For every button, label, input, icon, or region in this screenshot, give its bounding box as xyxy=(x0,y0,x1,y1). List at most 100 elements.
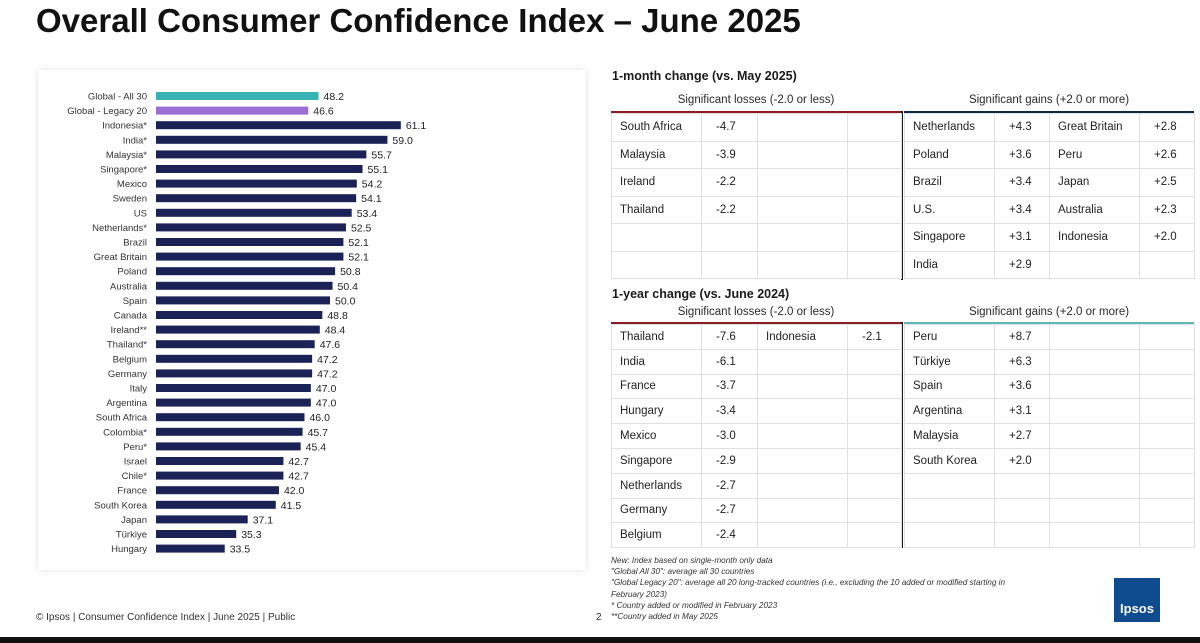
country-cell: Singapore xyxy=(904,223,995,252)
change-cell: +2.3 xyxy=(1139,195,1195,224)
change-cell: +3.1 xyxy=(994,398,1050,425)
country-cell xyxy=(1049,497,1140,524)
country-cell: Indonesia xyxy=(757,324,848,350)
month-gains-title: Significant gains (+2.0 or more) xyxy=(968,94,1130,106)
change-cell xyxy=(701,223,758,252)
country-cell xyxy=(757,398,848,425)
table-row: Thailand -7.6 Indonesia -2.1 xyxy=(611,324,902,350)
value-label: 47.0 xyxy=(316,383,337,395)
country-cell: Australia xyxy=(1049,195,1140,224)
bar xyxy=(156,340,315,349)
country-cell xyxy=(757,373,848,400)
category-label: Canada xyxy=(114,311,148,322)
table-row: Malaysia -3.9 xyxy=(611,140,902,169)
table-row: Germany -2.7 xyxy=(611,497,902,524)
change-cell xyxy=(847,373,902,400)
category-label: Great Britain xyxy=(94,252,147,263)
month-gains-rule xyxy=(904,111,1194,113)
value-label: 52.1 xyxy=(348,252,369,264)
change-cell xyxy=(847,348,902,375)
country-cell xyxy=(611,250,702,279)
value-label: 45.7 xyxy=(308,427,329,439)
change-cell xyxy=(847,398,902,425)
bar xyxy=(156,194,357,203)
year-losses-table: Thailand -7.6 Indonesia -2.1 India -6.1 France… xyxy=(611,324,902,549)
country-cell: Peru xyxy=(904,324,995,350)
change-cell: +2.6 xyxy=(1139,140,1195,169)
category-label: India* xyxy=(123,135,148,146)
category-label: Mexico xyxy=(117,179,147,190)
note-line: * Country added or modified in February … xyxy=(611,600,778,610)
bar xyxy=(156,544,225,553)
country-cell: France xyxy=(611,373,702,400)
table-row xyxy=(611,223,902,252)
country-cell xyxy=(1049,522,1140,549)
category-label: Argentina xyxy=(106,398,147,409)
table-row xyxy=(611,250,902,279)
change-cell: +3.1 xyxy=(994,223,1050,252)
change-cell: -2.1 xyxy=(847,324,902,350)
country-cell xyxy=(757,522,848,549)
change-cell: -2.2 xyxy=(701,168,758,197)
country-cell: Peru xyxy=(1049,140,1140,169)
country-cell: Spain xyxy=(904,373,995,400)
country-cell: Poland xyxy=(904,140,995,169)
country-cell: South Korea xyxy=(904,447,995,474)
change-cell xyxy=(1139,250,1195,279)
bar xyxy=(156,296,330,305)
change-cell xyxy=(1139,423,1195,449)
country-cell xyxy=(1049,423,1140,449)
country-cell xyxy=(1049,348,1140,375)
value-label: 55.7 xyxy=(371,149,392,161)
bar xyxy=(156,427,303,436)
country-cell: Malaysia xyxy=(611,140,702,169)
bar xyxy=(156,515,248,524)
country-cell: Great Britain xyxy=(1049,113,1140,142)
value-label: 50.0 xyxy=(335,295,356,307)
value-label: 52.5 xyxy=(351,222,372,234)
change-cell xyxy=(701,250,758,279)
change-cell xyxy=(1139,373,1195,400)
category-label: Türkiye xyxy=(116,530,147,541)
bar xyxy=(156,500,276,509)
year-section-title: 1-year change (vs. June 2024) xyxy=(612,287,790,301)
category-label: Spain xyxy=(123,296,147,307)
value-label: 59.0 xyxy=(392,135,413,147)
table-row: South Korea +2.0 xyxy=(904,447,1195,474)
month-losses-table: South Africa -4.7 Malaysia -3.9 Ireland -2.2 T… xyxy=(611,113,902,279)
value-label: 48.8 xyxy=(327,310,348,322)
bar xyxy=(156,413,305,422)
change-cell: -4.7 xyxy=(701,113,758,142)
table-row: Peru +8.7 xyxy=(904,324,1195,350)
value-label: 42.7 xyxy=(288,456,309,468)
country-cell xyxy=(1049,398,1140,425)
country-cell xyxy=(757,140,848,169)
country-cell: Indonesia xyxy=(1049,223,1140,252)
value-label: 47.2 xyxy=(317,368,338,380)
ipsos-logo: Ipsos xyxy=(1114,578,1160,622)
change-cell xyxy=(847,522,902,549)
change-cell: +2.8 xyxy=(1139,113,1195,142)
country-cell: South Africa xyxy=(611,113,702,142)
country-cell: India xyxy=(904,250,995,279)
footer-text: © Ipsos | Consumer Confidence Index | Ju… xyxy=(36,612,296,623)
change-cell: -3.0 xyxy=(701,423,758,449)
table-row: India -6.1 xyxy=(611,348,902,375)
change-cell: -3.4 xyxy=(701,398,758,425)
change-cell: -6.1 xyxy=(701,348,758,375)
change-cell xyxy=(847,497,902,524)
change-cell: -7.6 xyxy=(701,324,758,350)
change-cell xyxy=(847,195,902,224)
month-section-title: 1-month change (vs. May 2025) xyxy=(612,69,797,83)
country-cell: Thailand xyxy=(611,195,702,224)
bar xyxy=(156,369,313,378)
country-cell xyxy=(757,497,848,524)
country-cell: Belgium xyxy=(611,522,702,549)
country-cell xyxy=(1049,324,1140,350)
year-gains-rule xyxy=(904,322,1194,324)
note-line: "Global Legacy 20": average all 20 long-… xyxy=(611,578,1006,599)
bar xyxy=(156,281,333,290)
country-cell: Netherlands xyxy=(611,472,702,499)
year-losses-rule xyxy=(611,322,901,324)
change-cell xyxy=(1139,348,1195,375)
